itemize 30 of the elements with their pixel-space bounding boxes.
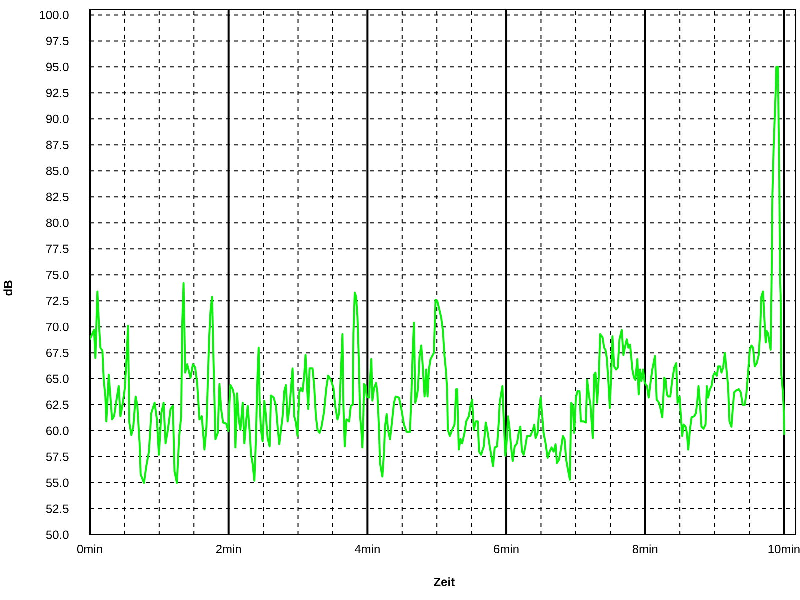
y-tick-label: 75.0 xyxy=(46,270,69,280)
x-tick-label: 10min xyxy=(768,544,800,554)
y-tick-label: 90.0 xyxy=(46,114,69,124)
y-tick-label: 52.5 xyxy=(46,504,69,514)
y-tick-label: 67.5 xyxy=(46,348,69,358)
x-tick-label: 6min xyxy=(494,544,519,554)
y-axis-title: dB xyxy=(4,280,13,296)
y-tick-label: 62.5 xyxy=(46,400,69,410)
y-tick-label: 50.0 xyxy=(46,530,69,540)
y-tick-label: 65.0 xyxy=(46,374,69,384)
y-tick-label: 95.0 xyxy=(46,62,69,72)
y-tick-label: 60.0 xyxy=(46,426,69,436)
line-series xyxy=(90,66,786,484)
x-tick-label: 2min xyxy=(216,544,242,554)
y-tick-label: 70.0 xyxy=(46,322,69,332)
y-tick-label: 80.0 xyxy=(46,218,69,228)
y-tick-label: 77.5 xyxy=(46,244,69,254)
y-tick-label: 92.5 xyxy=(46,88,69,98)
y-tick-label: 57.5 xyxy=(46,452,69,462)
y-tick-label: 97.5 xyxy=(46,36,69,46)
y-tick-label: 100.0 xyxy=(40,10,69,20)
x-tick-label: 0min xyxy=(77,544,102,554)
y-tick-label: 72.5 xyxy=(46,296,69,306)
x-tick-label: 4min xyxy=(354,544,380,554)
y-tick-label: 87.5 xyxy=(46,140,69,150)
y-tick-label: 82.5 xyxy=(46,192,69,202)
x-axis-title: Zeit xyxy=(434,578,455,586)
y-tick-label: 85.0 xyxy=(46,166,69,176)
y-tick-label: 55.0 xyxy=(46,478,69,488)
x-tick-label: 8min xyxy=(632,544,658,554)
